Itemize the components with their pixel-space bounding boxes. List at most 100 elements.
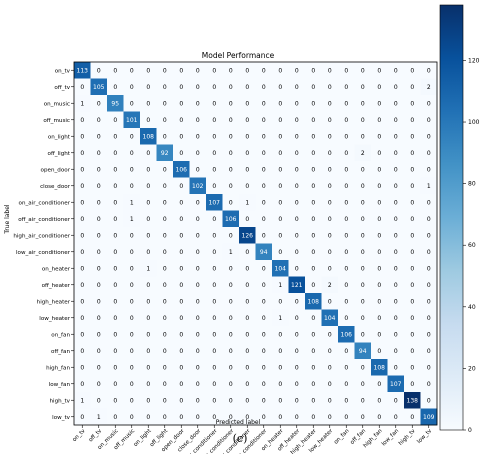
cell-value: 0 [229,331,233,338]
matrix-cell [272,375,289,393]
cell-value: 0 [344,117,348,124]
cell-value: 0 [196,381,200,388]
matrix-cell [420,144,438,162]
cell-value: 0 [212,381,216,388]
matrix-cell [371,128,388,145]
matrix-cell [206,95,223,112]
matrix-cell [272,392,289,409]
matrix-cell [107,260,124,277]
matrix-cell [420,293,438,310]
matrix-cell [288,375,306,393]
cell-value: 0 [163,183,167,190]
cell-value: 0 [328,150,332,157]
matrix-cell [371,95,388,112]
matrix-cell [305,342,322,360]
cell-value: 0 [295,249,299,256]
cell-value: 0 [163,265,167,272]
matrix-cell [107,342,124,360]
cell-value: 0 [361,414,365,421]
cell-value: 0 [311,117,315,124]
cell-value: 0 [146,397,150,404]
matrix-cell [239,78,256,96]
cell-value: 0 [394,331,398,338]
cell-value: 0 [130,84,134,91]
matrix-cell [288,392,306,409]
cell-value: 0 [328,298,332,305]
cell-value: 0 [97,381,101,388]
matrix-cell [90,375,108,393]
cell-value: 0 [245,100,249,107]
matrix-cell [338,177,355,195]
cell-value: 0 [80,216,84,223]
matrix-cell [74,144,91,162]
matrix-cell [173,359,190,376]
matrix-cell [305,326,322,343]
matrix-cell [173,111,190,129]
matrix-cell [255,243,273,261]
matrix-cell [255,128,273,145]
matrix-cell [387,293,405,310]
cell-value: 0 [163,364,167,371]
matrix-cell [305,309,322,327]
cell-value: 0 [245,249,249,256]
matrix-cell [354,276,372,294]
matrix-cell [354,177,372,195]
matrix-cell [74,194,91,211]
cell-value: 0 [410,249,414,256]
matrix-cell [90,111,108,129]
cell-value: 0 [311,282,315,289]
matrix-cell [74,210,91,228]
matrix-cell [107,375,124,393]
matrix-cell [338,293,355,310]
cell-value: 0 [361,265,365,272]
cell-value: 0 [212,315,216,322]
matrix-cell [74,408,91,426]
matrix-cell [387,375,405,393]
cell-value: 138 [407,397,419,404]
matrix-cell [420,78,438,96]
matrix-cell [206,260,223,277]
cell-value: 0 [196,199,200,206]
matrix-cell [371,78,388,96]
matrix-cell [74,359,91,376]
cell-value: 0 [328,67,332,74]
matrix-cell [222,95,240,112]
cell-value: 0 [212,414,216,421]
matrix-cell [371,177,388,195]
matrix-cell [90,359,108,376]
cell-value: 0 [179,232,183,239]
matrix-cell [156,95,174,112]
matrix-cell [90,227,108,244]
cell-value: 0 [328,265,332,272]
matrix-cell [420,392,438,409]
cell-value: 0 [361,315,365,322]
matrix-cell [74,375,91,393]
cell-value: 0 [113,166,117,173]
matrix-cell [305,177,322,195]
matrix-cell [206,309,223,327]
cell-value: 0 [113,150,117,157]
cell-value: 0 [344,249,348,256]
matrix-cell [123,326,141,343]
matrix-cell [255,309,273,327]
cell-value: 0 [212,397,216,404]
cell-value: 0 [278,117,282,124]
cell-value: 0 [229,298,233,305]
cell-value: 0 [163,381,167,388]
matrix-cell [222,326,240,343]
matrix-cell [90,194,108,211]
cell-value: 0 [410,414,414,421]
matrix-cell [107,78,124,96]
matrix-cell [189,293,207,310]
matrix-cell [305,210,322,228]
cell-value: 0 [344,282,348,289]
cell-value: 0 [80,117,84,124]
matrix-cell [272,309,289,327]
matrix-cell [222,408,240,426]
cell-value: 0 [344,166,348,173]
cell-value: 0 [394,348,398,355]
cell-value: 0 [113,133,117,140]
cell-value: 0 [229,133,233,140]
cell-value: 0 [394,150,398,157]
cell-value: 107 [390,381,402,388]
